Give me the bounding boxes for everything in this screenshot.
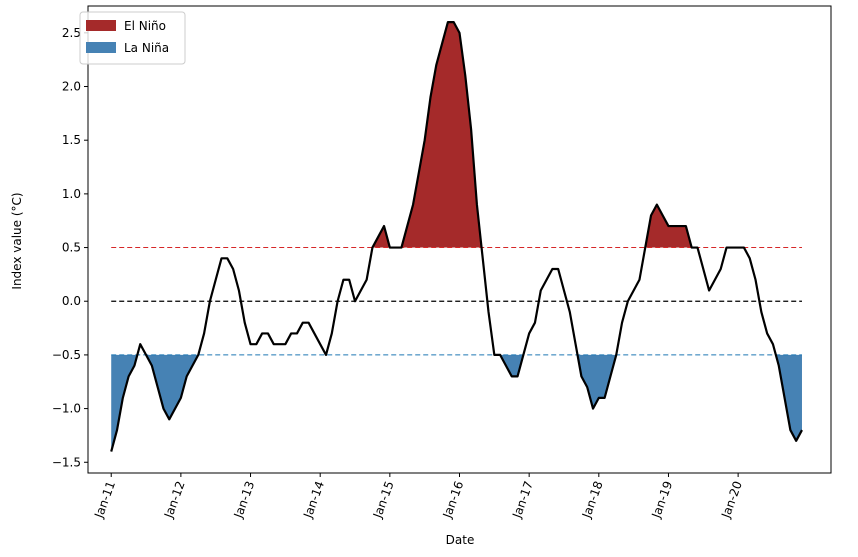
la-nina-region: [146, 354, 199, 420]
anomaly-fills: [111, 22, 802, 452]
x-tick-label: Jan-18: [579, 479, 606, 521]
y-tick-label: 1.0: [62, 187, 81, 201]
x-tick-label: Jan-11: [92, 479, 119, 521]
y-tick-label: 0.5: [62, 241, 81, 255]
series-layer: [110, 21, 803, 452]
y-tick-label: 1.5: [62, 133, 81, 147]
plot-area: [110, 21, 803, 452]
x-tick-label: Jan-20: [718, 479, 745, 521]
legend: El Niño La Niña: [79, 11, 186, 65]
la-nina-region: [111, 354, 138, 452]
x-tick-label: Jan-13: [231, 479, 258, 521]
x-axis-label: Date: [446, 533, 475, 547]
y-tick-label: 0.0: [62, 294, 81, 308]
y-axis-label: Index value (°C): [10, 192, 24, 289]
la-nina-region: [775, 354, 802, 441]
x-tick-label: Jan-15: [370, 479, 397, 521]
x-tick-label: Jan-16: [440, 479, 467, 521]
el-nino-region: [401, 22, 482, 248]
x-axis: Jan-11 Jan-12 Jan-13 Jan-14 Jan-15 Jan-16 Jan-…: [92, 473, 745, 521]
y-tick-label: 2.0: [62, 80, 81, 94]
y-tick-label: 2.5: [62, 26, 81, 40]
legend-label-la-nina: La Niña: [124, 41, 169, 55]
x-tick-label: Jan-17: [509, 479, 536, 521]
legend-label-el-nino: El Niño: [124, 19, 166, 33]
y-tick-label: −1.5: [52, 455, 81, 469]
index-series-line: [110, 21, 803, 452]
legend-swatch-la-nina: [86, 42, 116, 53]
threshold-lines: [111, 247, 802, 356]
la-nina-region: [577, 354, 617, 409]
y-tick-label: −1.0: [52, 402, 81, 416]
y-tick-label: −0.5: [52, 348, 81, 362]
la-nina-region: [500, 354, 524, 377]
legend-swatch-el-nino: [86, 20, 116, 31]
y-axis: −1.5 −1.0 −0.5 0.0 0.5 1.0 1.5 2.0 2.5: [52, 26, 88, 469]
x-tick-label: Jan-14: [300, 479, 327, 521]
x-tick-label: Jan-12: [161, 479, 188, 521]
x-tick-label: Jan-19: [649, 479, 676, 521]
